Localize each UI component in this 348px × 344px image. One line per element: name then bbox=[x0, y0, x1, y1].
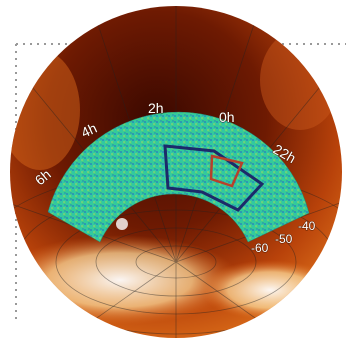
ra-label: 2h bbox=[148, 100, 164, 116]
sky-map: 2h 0h 4h 22h 6h -40 -50 -60 bbox=[0, 0, 348, 344]
ra-label: 0h bbox=[219, 109, 235, 125]
bright-source bbox=[116, 218, 128, 230]
dec-label: -40 bbox=[298, 219, 316, 233]
dec-label: -60 bbox=[251, 241, 269, 255]
dec-label: -50 bbox=[275, 232, 293, 246]
